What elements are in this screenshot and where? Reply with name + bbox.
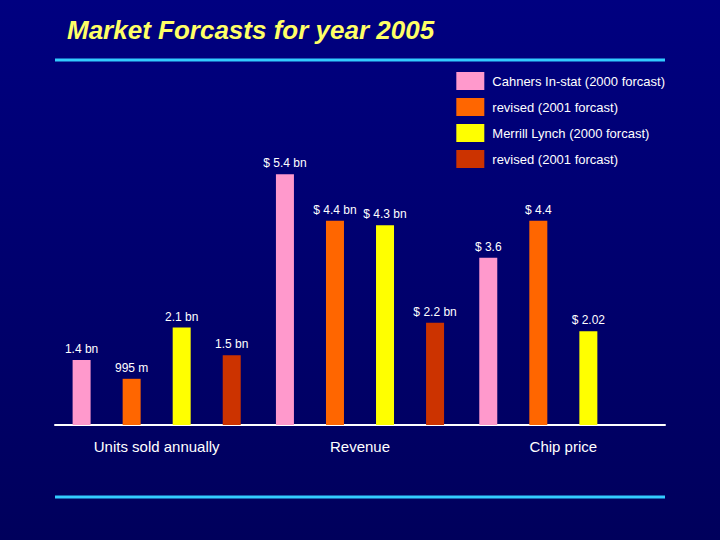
svg-text:Market Forcasts for year 2005: Market Forcasts for year 2005 xyxy=(67,15,435,45)
svg-text:$ 4.3 bn: $ 4.3 bn xyxy=(363,207,406,221)
svg-text:revised (2001 forcast): revised (2001 forcast) xyxy=(492,152,618,167)
svg-text:Units sold annually: Units sold annually xyxy=(94,438,220,455)
svg-text:$ 2.02: $ 2.02 xyxy=(572,313,606,327)
svg-text:Merrill Lynch (2000 forcast): Merrill Lynch (2000 forcast) xyxy=(492,126,649,141)
svg-text:Cahners In-stat (2000 forcast): Cahners In-stat (2000 forcast) xyxy=(492,74,665,89)
svg-text:$ 4.4 bn: $ 4.4 bn xyxy=(313,203,356,217)
svg-text:2.1 bn: 2.1 bn xyxy=(165,310,198,324)
svg-text:995 m: 995 m xyxy=(115,361,148,375)
svg-text:1.5 bn: 1.5 bn xyxy=(215,337,248,351)
svg-text:$ 4.4: $ 4.4 xyxy=(525,203,552,217)
svg-text:revised (2001 forcast): revised (2001 forcast) xyxy=(492,100,618,115)
svg-text:$ 2.2 bn: $ 2.2 bn xyxy=(413,305,456,319)
svg-text:$ 5.4 bn: $ 5.4 bn xyxy=(263,156,306,170)
svg-text:Chip price: Chip price xyxy=(530,438,598,455)
svg-text:Revenue: Revenue xyxy=(330,438,390,455)
svg-text:$ 3.6: $ 3.6 xyxy=(475,240,502,254)
svg-text:1.4 bn: 1.4 bn xyxy=(65,342,98,356)
